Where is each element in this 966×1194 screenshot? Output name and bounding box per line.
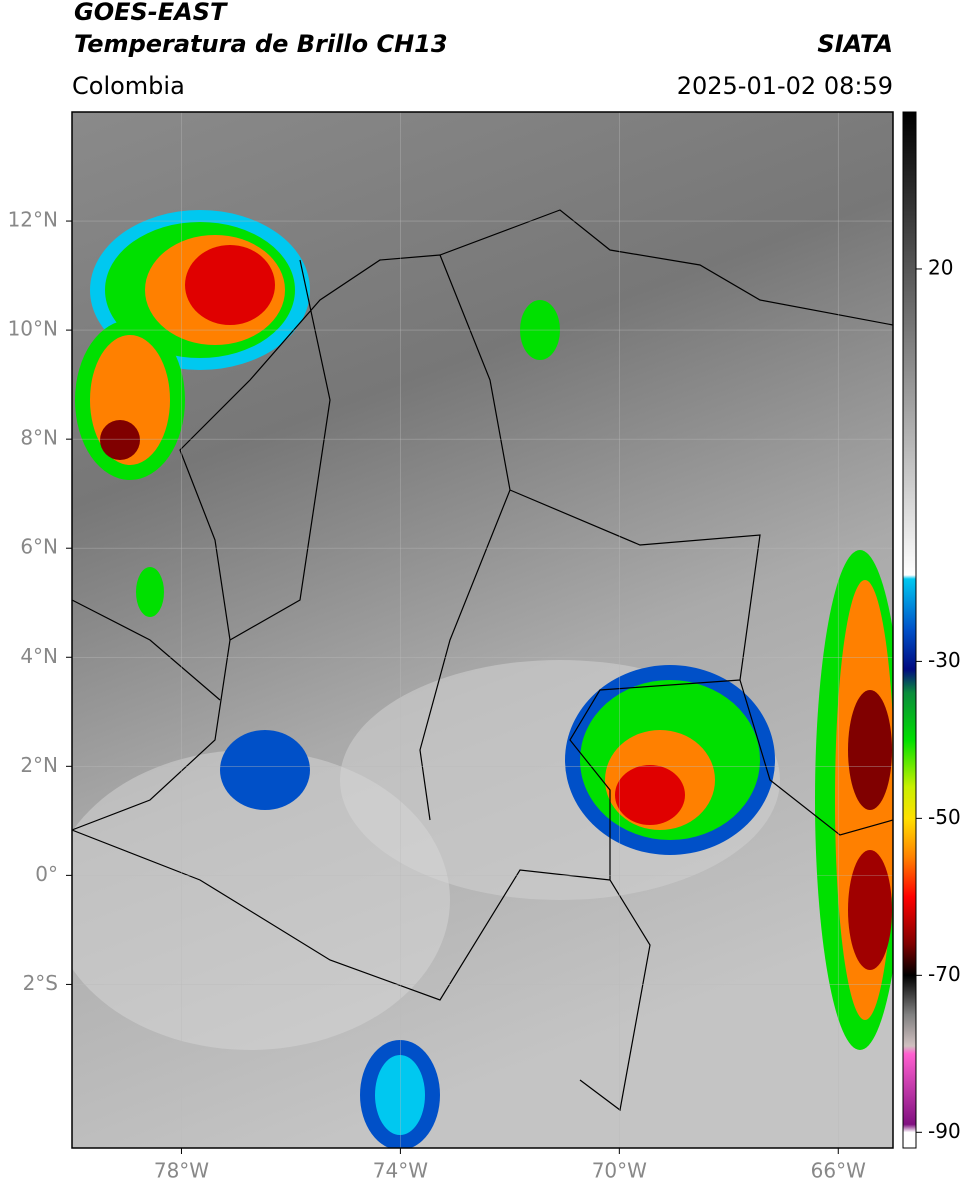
x-tick-label: 74°W [373,1159,428,1183]
y-tick-label: 2°S [23,971,58,995]
x-tick-label: 70°W [592,1159,647,1183]
y-tick-label: 0° [35,862,58,886]
x-tick-label: 66°W [811,1159,866,1183]
satellite-image [72,112,893,1148]
subtitle: Temperatura de Brillo CH13 [74,30,448,58]
y-tick-label: 6°N [20,535,58,559]
colorbar-tick-label: -70 [928,962,961,986]
map-frame [71,111,894,1149]
y-tick-label: 4°N [20,644,58,668]
colorbar-tick-label: 20 [928,255,953,279]
y-tick-label: 10°N [8,317,58,341]
colorbar-tick-label: -30 [928,648,961,672]
x-tick-label: 78°W [154,1159,209,1183]
title: GOES-EAST [74,0,228,26]
region: Colombia [72,72,185,100]
colorbar-tick-label: -90 [928,1119,961,1143]
colorbar-tick-label: -50 [928,805,961,829]
source: SIATA [817,30,893,58]
y-tick-label: 12°N [8,208,58,232]
colorbar [902,111,917,1149]
y-tick-label: 2°N [20,753,58,777]
y-tick-label: 8°N [20,426,58,450]
datetime: 2025-01-02 08:59 [677,72,893,100]
